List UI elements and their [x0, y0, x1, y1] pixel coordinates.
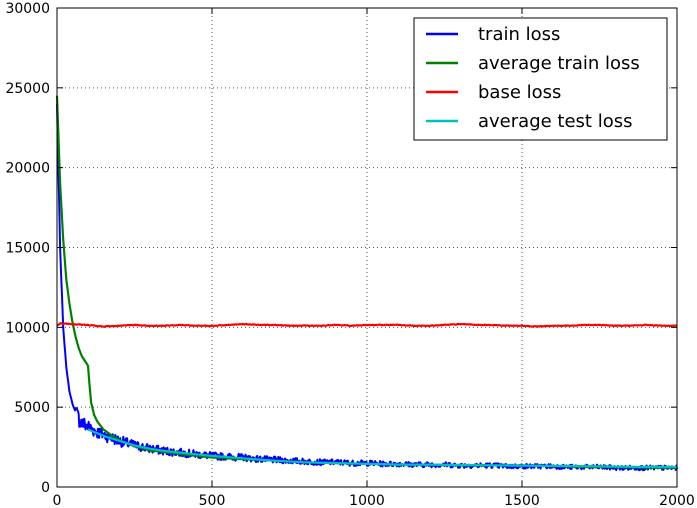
legend-label-base-loss: base loss	[478, 82, 561, 103]
axes: 0 500 1000 1500 2000050001000015000200002500…	[5, 1, 694, 508]
y-tick-label: 10000	[5, 320, 50, 336]
y-tick-label: 5000	[14, 400, 50, 416]
legend: train loss average train loss base loss ave…	[413, 17, 668, 141]
y-tick-label: 0	[41, 480, 50, 496]
series-line-train-loss	[56, 103, 678, 472]
legend-label-average-train-loss: average train loss	[478, 53, 640, 74]
y-tick-label: 20000	[5, 161, 50, 177]
x-tick-label: 2000	[659, 493, 695, 508]
y-tick-label: 15000	[5, 241, 50, 257]
x-tick-label: 1000	[349, 493, 385, 508]
series-line-base-loss	[56, 322, 678, 328]
series-line-average-test-loss	[87, 428, 678, 469]
x-tick-label: 500	[199, 493, 226, 508]
x-tick-label: 0	[53, 493, 62, 508]
y-tick-label: 30000	[5, 1, 50, 17]
legend-label-train-loss: train loss	[478, 24, 560, 45]
y-tick-label: 25000	[5, 81, 50, 97]
legend-box	[413, 17, 668, 141]
legend-label-average-test-loss: average test loss	[478, 111, 632, 132]
x-tick-label: 1500	[504, 493, 540, 508]
series-lines	[55, 95, 678, 472]
